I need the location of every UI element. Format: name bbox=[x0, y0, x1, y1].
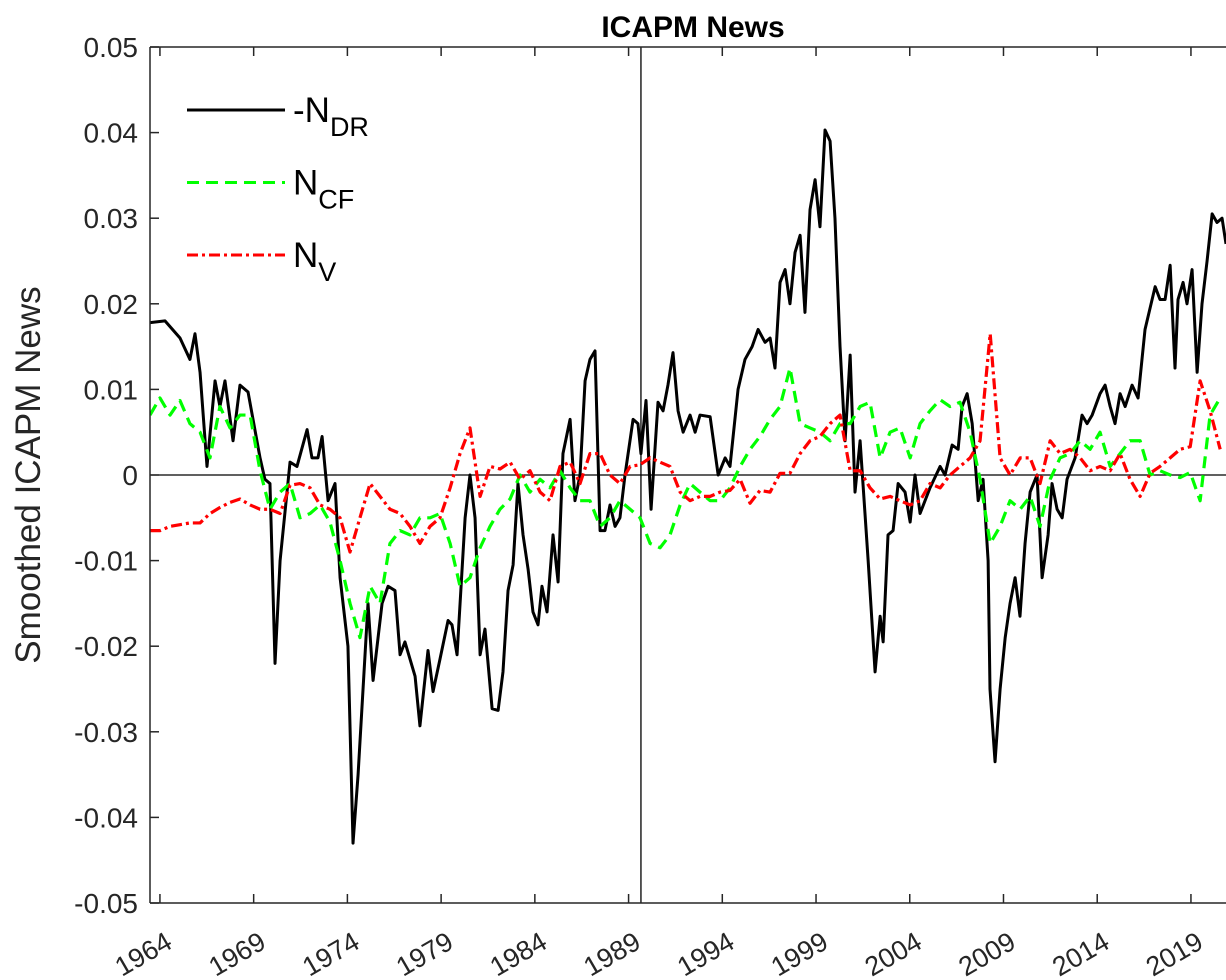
series-line bbox=[150, 128, 1226, 845]
y-tick-label: -0.04 bbox=[74, 802, 138, 833]
series-line bbox=[150, 332, 1222, 554]
x-tick-label: 2004 bbox=[860, 926, 927, 980]
x-tick-label: 2014 bbox=[1047, 926, 1114, 980]
plot-area bbox=[150, 47, 1226, 903]
legend-subscript: DR bbox=[330, 112, 369, 142]
x-tick-label: 1969 bbox=[204, 926, 271, 980]
x-tick-label: 1984 bbox=[485, 926, 552, 980]
x-tick-label: 1989 bbox=[579, 926, 646, 980]
x-tick-label: 1994 bbox=[672, 926, 739, 980]
x-tick-label: 1979 bbox=[391, 926, 458, 980]
x-tick-label: 1999 bbox=[766, 926, 833, 980]
legend-name: N bbox=[293, 236, 318, 275]
y-tick-label: 0.01 bbox=[84, 374, 139, 405]
series-line bbox=[150, 366, 1222, 640]
y-tick-label: -0.03 bbox=[74, 717, 138, 748]
x-tick-label: 2019 bbox=[1141, 926, 1208, 980]
y-tick-label: 0 bbox=[122, 460, 138, 491]
legend-label: NV bbox=[293, 236, 336, 287]
y-tick-label: 0.03 bbox=[84, 203, 139, 234]
y-tick-label: -0.01 bbox=[74, 546, 138, 577]
legend-label: -NDR bbox=[293, 91, 369, 142]
y-tick-label: 0.05 bbox=[84, 32, 139, 63]
y-tick-label: -0.02 bbox=[74, 631, 138, 662]
x-tick-label: 1974 bbox=[297, 926, 364, 980]
y-tick-label: -0.05 bbox=[74, 888, 138, 919]
legend-subscript: V bbox=[318, 257, 336, 287]
legend-label: NCF bbox=[293, 164, 354, 215]
legend-name: N bbox=[293, 164, 318, 203]
y-axis-label: Smoothed ICAPM News bbox=[9, 286, 48, 663]
chart-title: ICAPM News bbox=[601, 11, 784, 44]
x-tick-label: 2009 bbox=[953, 926, 1020, 980]
legend-subscript: CF bbox=[318, 185, 354, 215]
legend-name: -N bbox=[293, 91, 330, 130]
x-tick-label: 1964 bbox=[110, 926, 177, 980]
y-tick-label: 0.04 bbox=[84, 118, 139, 149]
y-tick-label: 0.02 bbox=[84, 289, 139, 320]
